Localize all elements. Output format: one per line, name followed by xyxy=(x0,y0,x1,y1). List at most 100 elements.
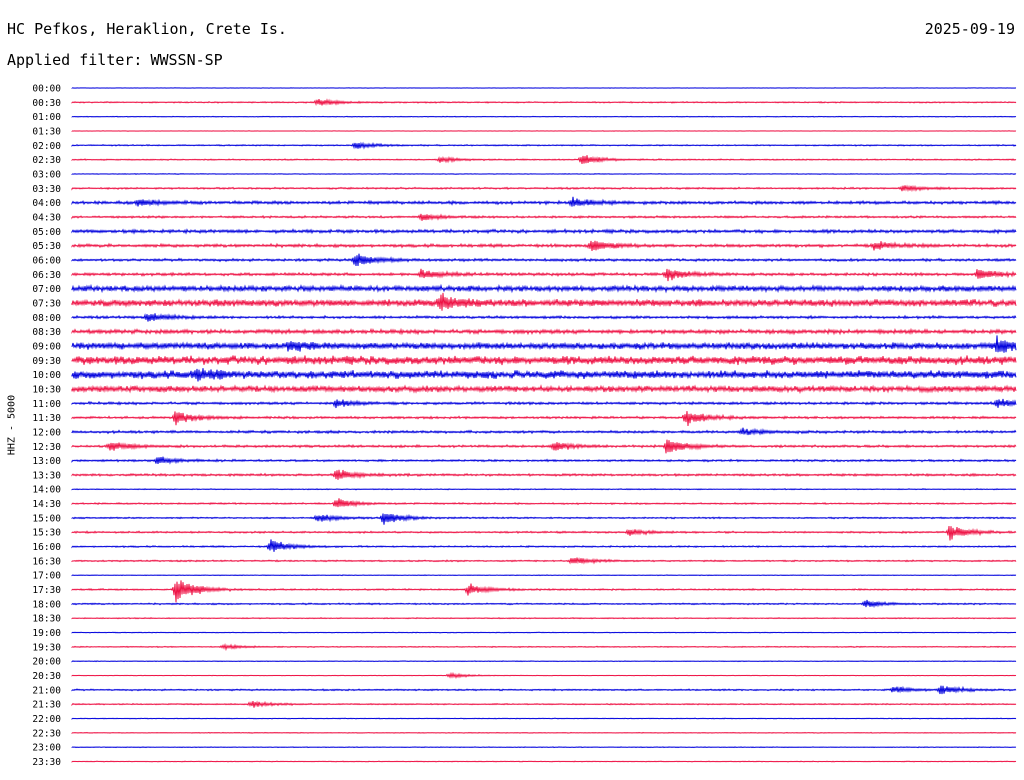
row-time-label: 02:00 xyxy=(32,141,61,152)
seismogram-trace xyxy=(71,731,1017,734)
row-time-label: 03:30 xyxy=(32,184,61,195)
row-time-label: 11:00 xyxy=(32,399,61,410)
row-time-label: 00:00 xyxy=(32,84,61,95)
row-time-label: 10:30 xyxy=(32,384,61,395)
row-time-label: 16:30 xyxy=(32,556,61,567)
seismogram-trace xyxy=(71,631,1017,634)
seismogram-trace xyxy=(71,130,1017,132)
row-time-label: 13:30 xyxy=(32,470,61,481)
seismogram-trace xyxy=(71,283,1017,294)
seismogram-trace xyxy=(71,384,1017,395)
row-time-label: 04:30 xyxy=(32,212,61,223)
row-time-label: 20:30 xyxy=(32,671,61,682)
row-time-label: 02:30 xyxy=(32,155,61,166)
seismogram-trace xyxy=(71,599,1017,609)
seismogram-trace xyxy=(71,411,1017,427)
seismogram-trace xyxy=(71,439,1017,454)
seismogram-trace xyxy=(71,456,1017,465)
row-time-label: 19:30 xyxy=(32,642,61,653)
seismogram-trace xyxy=(71,398,1017,409)
seismogram-trace xyxy=(71,513,1017,525)
seismogram-trace xyxy=(71,268,1017,282)
row-time-label: 17:00 xyxy=(32,571,61,582)
row-time-label: 15:00 xyxy=(32,513,61,524)
seismogram-trace xyxy=(71,253,1017,267)
seismogram-trace xyxy=(71,580,1017,603)
seismogram-trace xyxy=(71,671,1017,680)
seismogram-trace xyxy=(71,98,1017,107)
seismogram-trace xyxy=(71,155,1017,164)
seismogram-trace xyxy=(71,313,1017,322)
seismogram-trace xyxy=(71,685,1017,695)
seismogram-trace xyxy=(71,335,1017,353)
seismogram-trace xyxy=(71,172,1017,176)
row-time-label: 13:00 xyxy=(32,456,61,467)
row-time-label: 07:30 xyxy=(32,298,61,309)
row-time-label: 19:00 xyxy=(32,628,61,639)
seismogram-trace xyxy=(71,760,1017,763)
seismogram-trace xyxy=(71,355,1017,366)
row-time-label: 23:30 xyxy=(32,757,61,768)
row-time-label: 17:30 xyxy=(32,585,61,596)
row-time-label: 14:00 xyxy=(32,485,61,496)
row-time-label: 03:00 xyxy=(32,169,61,180)
seismogram-trace xyxy=(71,488,1017,491)
seismogram-trace xyxy=(71,469,1017,480)
row-time-label: 15:30 xyxy=(32,528,61,539)
seismogram-trace xyxy=(71,717,1017,720)
filter-label: Applied filter: xyxy=(7,51,143,69)
row-time-label: 23:00 xyxy=(32,743,61,754)
seismogram-trace xyxy=(71,213,1017,221)
row-time-label: 14:30 xyxy=(32,499,61,510)
row-time-label: 06:30 xyxy=(32,270,61,281)
row-time-label: 20:00 xyxy=(32,657,61,668)
seismogram-trace xyxy=(71,498,1017,508)
seismogram-trace xyxy=(71,525,1017,541)
row-time-label: 04:00 xyxy=(32,198,61,209)
seismogram-trace xyxy=(71,292,1017,311)
seismogram-trace xyxy=(71,240,1017,251)
seismogram-trace xyxy=(71,368,1017,382)
date-label: 2025-09-19 xyxy=(924,20,1015,38)
row-time-label: 09:30 xyxy=(32,356,61,367)
row-time-label: 18:30 xyxy=(32,614,61,625)
seismogram-trace xyxy=(71,87,1017,89)
seismogram-trace xyxy=(71,746,1017,749)
seismogram-trace xyxy=(71,228,1017,235)
seismogram-trace xyxy=(71,327,1017,336)
row-time-label: 12:00 xyxy=(32,427,61,438)
seismogram-trace xyxy=(71,642,1017,652)
row-time-label: 22:00 xyxy=(32,714,61,725)
seismogram-trace xyxy=(71,660,1017,663)
row-time-label: 22:30 xyxy=(32,728,61,739)
row-time-label: 06:00 xyxy=(32,255,61,266)
row-time-label: 05:00 xyxy=(32,227,61,238)
row-time-label: 11:30 xyxy=(32,413,61,424)
row-time-label: 08:30 xyxy=(32,327,61,338)
seismogram-trace xyxy=(71,196,1017,207)
station-title: HC Pefkos, Heraklion, Crete Is. xyxy=(7,20,287,38)
seismogram-trace xyxy=(71,141,1017,150)
row-time-label: 10:00 xyxy=(32,370,61,381)
row-time-label: 05:30 xyxy=(32,241,61,252)
row-time-label: 18:00 xyxy=(32,599,61,610)
seismogram-trace xyxy=(71,539,1017,552)
seismogram-trace xyxy=(71,700,1017,708)
row-time-label: 01:00 xyxy=(32,112,61,123)
seismogram-trace xyxy=(71,115,1017,118)
row-time-label: 09:00 xyxy=(32,341,61,352)
row-time-label: 16:00 xyxy=(32,542,61,553)
seismogram-trace xyxy=(71,427,1017,436)
row-time-label: 08:00 xyxy=(32,313,61,324)
filter-value: WWSSN-SP xyxy=(150,51,223,69)
seismogram-trace xyxy=(71,574,1017,577)
seismogram-trace xyxy=(71,617,1017,620)
row-time-label: 00:30 xyxy=(32,98,61,109)
seismogram-trace xyxy=(71,184,1017,193)
row-time-label: 07:00 xyxy=(32,284,61,295)
row-time-label: 01:30 xyxy=(32,126,61,137)
row-time-label: 21:00 xyxy=(32,685,61,696)
seismogram-trace xyxy=(71,557,1017,565)
row-time-label: 21:30 xyxy=(32,700,61,711)
